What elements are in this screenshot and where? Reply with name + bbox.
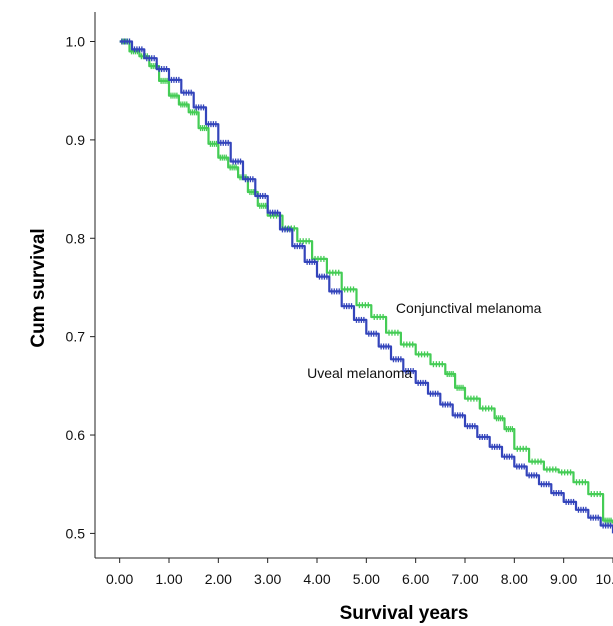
- series-annotation: Uveal melanoma: [307, 365, 412, 381]
- x-tick-label: 9.00: [550, 571, 577, 587]
- series-lines: [119, 38, 613, 534]
- uveal-melanoma-line: [119, 40, 613, 534]
- y-axis-title: Cum survival: [28, 228, 49, 347]
- x-tick-label: 1.00: [155, 571, 182, 587]
- ticks: 0.5 0.6 0.7 0.8 0.9 1.0 0.00 1.00 2.00 3.00 4.00 5.…: [66, 34, 613, 587]
- x-tick-label: 6.00: [402, 571, 429, 587]
- axes: [94, 12, 613, 559]
- x-tick-label: 4.00: [303, 571, 330, 587]
- x-tick-label: 3.00: [254, 571, 281, 587]
- uveal-melanoma-censor-marks: [121, 38, 612, 529]
- conjunctival-melanoma-line: [119, 40, 613, 524]
- x-tick-label: 7.00: [451, 571, 478, 587]
- x-tick-label: 8.00: [501, 571, 528, 587]
- conjunctival-melanoma-censor-marks: [120, 38, 612, 524]
- y-tick-label: 0.9: [66, 132, 86, 148]
- y-tick-label: 0.6: [66, 427, 86, 443]
- x-tick-label: 10.00: [595, 571, 613, 587]
- series-annotation: Conjunctival melanoma: [396, 300, 542, 316]
- x-axis-title: Survival years: [340, 603, 469, 624]
- annotations: Conjunctival melanoma Uveal melanoma: [307, 300, 542, 381]
- x-tick-label: 0.00: [106, 571, 133, 587]
- y-tick-label: 0.7: [66, 329, 86, 345]
- x-tick-label: 5.00: [353, 571, 380, 587]
- y-tick-label: 0.5: [66, 525, 86, 541]
- x-tick-label: 2.00: [205, 571, 232, 587]
- y-tick-label: 0.8: [66, 230, 86, 246]
- y-tick-label: 1.0: [66, 34, 86, 50]
